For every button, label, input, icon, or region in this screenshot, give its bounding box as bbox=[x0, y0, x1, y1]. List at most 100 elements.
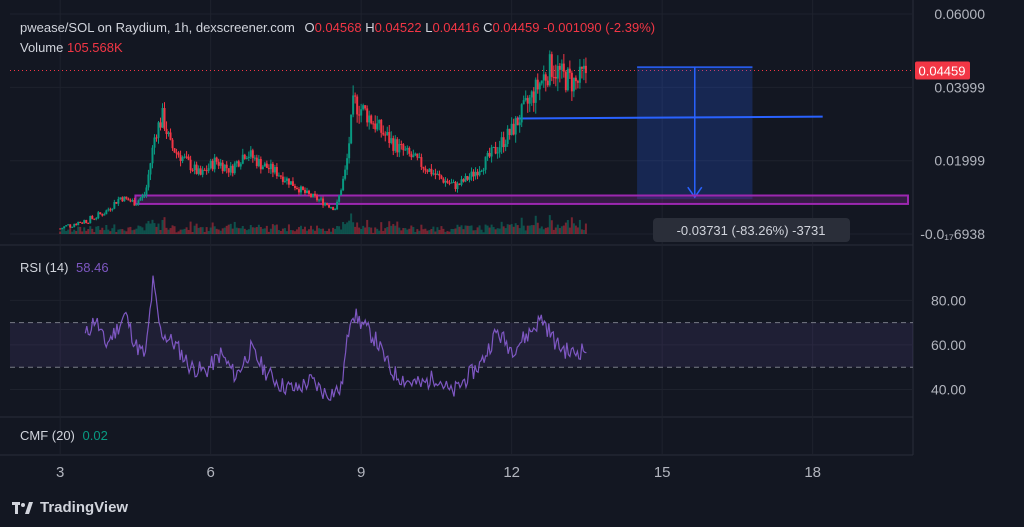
candle-body bbox=[386, 132, 389, 136]
volume-bar bbox=[91, 228, 94, 234]
candle-body bbox=[195, 164, 198, 174]
volume-bar bbox=[474, 230, 477, 234]
volume-bar bbox=[548, 215, 551, 234]
volume-bar bbox=[277, 230, 280, 234]
close-value: 0.04459 bbox=[492, 20, 540, 35]
volume-bar bbox=[235, 227, 238, 234]
candle-body bbox=[560, 63, 563, 70]
candle-body bbox=[273, 167, 276, 173]
candle-body bbox=[358, 114, 361, 116]
candle-body bbox=[187, 156, 190, 160]
volume-bar bbox=[532, 225, 535, 234]
cmf-label[interactable]: CMF (20) bbox=[20, 428, 75, 443]
candle-body bbox=[157, 122, 160, 138]
open-label: O bbox=[304, 20, 315, 35]
candle-body bbox=[582, 65, 585, 69]
volume-bar bbox=[77, 226, 80, 234]
rsi-axis-label: 40.00 bbox=[931, 381, 966, 397]
candle-body bbox=[446, 180, 449, 183]
candle-body bbox=[77, 221, 80, 226]
candle-body bbox=[486, 153, 489, 157]
symbol-title[interactable]: pwease/SOL on Raydium, 1h, dexscreener.c… bbox=[20, 20, 295, 35]
tradingview-logo[interactable]: TradingView bbox=[12, 499, 128, 516]
candle-body bbox=[400, 143, 403, 145]
volume-bar bbox=[249, 225, 252, 234]
volume-label[interactable]: Volume bbox=[20, 40, 64, 55]
volume-bar bbox=[468, 225, 471, 234]
candle-body bbox=[269, 163, 272, 170]
volume-bar bbox=[63, 227, 66, 234]
volume-bar bbox=[426, 230, 429, 234]
candle-body bbox=[167, 132, 170, 134]
volume-bar bbox=[542, 229, 545, 234]
candle-body bbox=[161, 108, 164, 128]
horizontal-ray[interactable] bbox=[516, 115, 823, 120]
candle-body bbox=[119, 197, 122, 200]
volume-bar bbox=[492, 227, 495, 234]
candle-body bbox=[406, 147, 409, 150]
candle-body bbox=[572, 77, 575, 92]
rsi-axis-label: 60.00 bbox=[931, 337, 966, 353]
candle-body bbox=[522, 100, 525, 105]
volume-bar bbox=[444, 231, 447, 234]
candle-body bbox=[370, 115, 373, 124]
candle-body bbox=[558, 65, 561, 70]
volume-bar bbox=[394, 225, 397, 234]
volume-bar bbox=[318, 228, 321, 234]
candle-body bbox=[344, 169, 347, 179]
candle-body bbox=[135, 204, 138, 206]
candle-body bbox=[536, 79, 539, 90]
candle-body bbox=[500, 137, 503, 148]
volume-bar bbox=[396, 221, 399, 234]
candle-body bbox=[408, 147, 411, 154]
candle-body bbox=[149, 163, 152, 175]
volume-bar bbox=[285, 231, 288, 234]
volume-bar bbox=[83, 227, 86, 234]
candle-body bbox=[291, 181, 294, 186]
candle-body bbox=[472, 171, 475, 177]
volume-bar bbox=[398, 227, 401, 234]
candle-body bbox=[165, 128, 168, 134]
candle-body bbox=[111, 208, 114, 210]
volume-bar bbox=[217, 229, 220, 234]
volume-bar bbox=[562, 225, 565, 234]
current-price-tag[interactable] bbox=[915, 61, 970, 80]
volume-bar bbox=[438, 229, 441, 234]
volume-bar bbox=[181, 229, 184, 234]
drawings[interactable]: -0.03731 (-83.26%) -3731 bbox=[134, 66, 909, 242]
candle-body bbox=[301, 186, 304, 190]
candle-body bbox=[432, 173, 435, 175]
rsi-line-path bbox=[84, 275, 587, 401]
volume-bar bbox=[227, 224, 230, 234]
candle-body bbox=[334, 209, 337, 211]
candle-body bbox=[456, 183, 459, 189]
candle-body bbox=[305, 190, 308, 193]
candle-body bbox=[221, 162, 224, 172]
candle-body bbox=[249, 150, 252, 157]
volume-bar bbox=[229, 223, 232, 234]
candle-body bbox=[229, 165, 232, 173]
candle-body bbox=[488, 153, 491, 157]
volume-bar bbox=[147, 220, 150, 234]
volume-bar bbox=[524, 230, 527, 234]
volume-bar bbox=[177, 231, 180, 234]
candle-body bbox=[538, 83, 541, 90]
price-axis-label: -0.0₁₇6938 bbox=[920, 226, 985, 242]
volume-bar bbox=[303, 226, 306, 234]
support-zone[interactable] bbox=[134, 194, 909, 205]
volume-bar bbox=[520, 217, 523, 234]
volume-bar bbox=[183, 228, 186, 234]
rsi-legend: RSI (14) 58.46 bbox=[20, 260, 109, 275]
candle-body bbox=[183, 156, 186, 158]
rsi-band bbox=[10, 322, 913, 368]
candle-body bbox=[307, 190, 310, 194]
volume-bar bbox=[305, 230, 308, 234]
volume-bar bbox=[247, 229, 250, 234]
volume-bar bbox=[496, 228, 499, 234]
rsi-label[interactable]: RSI (14) bbox=[20, 260, 69, 275]
candle-body bbox=[480, 170, 483, 172]
candle-body bbox=[103, 214, 106, 216]
candle-body bbox=[61, 228, 64, 230]
candle-body bbox=[197, 168, 200, 174]
